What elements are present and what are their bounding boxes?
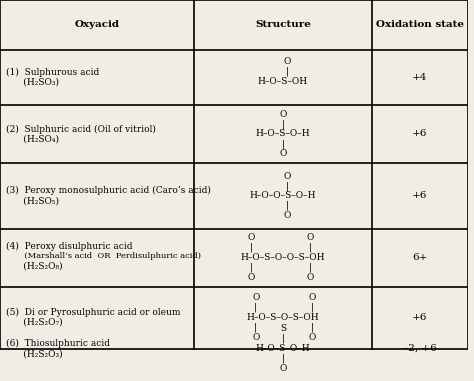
Text: |: | bbox=[309, 263, 311, 272]
Text: H–O–S–O–S–OH: H–O–S–O–S–OH bbox=[246, 313, 319, 322]
Text: –2, +6: –2, +6 bbox=[403, 344, 437, 353]
Text: O: O bbox=[306, 233, 314, 242]
Text: +6: +6 bbox=[412, 191, 428, 200]
Text: |: | bbox=[282, 119, 284, 129]
Text: Oxyacid: Oxyacid bbox=[74, 20, 119, 29]
Text: (H₂SO₃): (H₂SO₃) bbox=[6, 78, 59, 86]
Text: O: O bbox=[284, 57, 292, 66]
Text: 6+: 6+ bbox=[412, 253, 428, 262]
Text: (2)  Sulphuric acid (Oil of vitriol): (2) Sulphuric acid (Oil of vitriol) bbox=[6, 125, 155, 133]
Text: S: S bbox=[280, 324, 286, 333]
Text: |: | bbox=[286, 66, 289, 76]
Text: (H₂SO₄): (H₂SO₄) bbox=[6, 134, 59, 143]
Text: |: | bbox=[250, 243, 253, 252]
Text: (Marshall’s acid  OR  Perdisulphuric acid): (Marshall’s acid OR Perdisulphuric acid) bbox=[6, 253, 201, 260]
Text: O: O bbox=[252, 293, 259, 302]
Text: Oxidation state: Oxidation state bbox=[376, 20, 464, 29]
Text: (5)  Di or Pyrosulphuric acid or oleum: (5) Di or Pyrosulphuric acid or oleum bbox=[6, 308, 180, 317]
Text: (1)  Sulphurous acid: (1) Sulphurous acid bbox=[6, 68, 99, 77]
Text: (H₂SO₅): (H₂SO₅) bbox=[6, 196, 59, 205]
Text: |: | bbox=[250, 263, 253, 272]
Text: (3)  Peroxy monosulphuric acid (Caro’s acid): (3) Peroxy monosulphuric acid (Caro’s ac… bbox=[6, 186, 210, 195]
Text: H–O–S–O–H: H–O–S–O–H bbox=[255, 130, 310, 138]
Text: +4: +4 bbox=[412, 73, 428, 82]
Text: O: O bbox=[279, 110, 287, 118]
Text: O: O bbox=[284, 171, 292, 181]
Text: |: | bbox=[282, 334, 284, 343]
Text: |: | bbox=[286, 181, 289, 190]
Text: O: O bbox=[308, 333, 316, 342]
Text: O: O bbox=[306, 273, 314, 282]
Text: O: O bbox=[247, 273, 255, 282]
Text: |: | bbox=[255, 323, 257, 332]
Text: |: | bbox=[282, 139, 284, 149]
Text: O: O bbox=[308, 293, 316, 302]
Text: (H₂S₂O₈): (H₂S₂O₈) bbox=[6, 261, 62, 271]
Text: +6: +6 bbox=[412, 130, 428, 138]
Text: (H₂S₂O₃): (H₂S₂O₃) bbox=[6, 349, 62, 358]
Text: |: | bbox=[310, 303, 313, 312]
Text: H–O–S–O–O–S–OH: H–O–S–O–O–S–OH bbox=[241, 253, 325, 262]
Text: (4)  Peroxy disulphuric acid: (4) Peroxy disulphuric acid bbox=[6, 242, 132, 251]
Text: O: O bbox=[247, 233, 255, 242]
Text: O: O bbox=[279, 149, 287, 158]
Text: H–O–O–S–O–H: H–O–O–S–O–H bbox=[250, 191, 316, 200]
Text: |: | bbox=[282, 354, 284, 363]
Text: O: O bbox=[279, 364, 287, 373]
Text: O: O bbox=[252, 333, 259, 342]
Text: +6: +6 bbox=[412, 313, 428, 322]
Text: Structure: Structure bbox=[255, 20, 311, 29]
Text: (H₂S₂O₇): (H₂S₂O₇) bbox=[6, 318, 62, 327]
Text: |: | bbox=[286, 201, 289, 210]
Text: |: | bbox=[310, 323, 313, 332]
Text: H–O–S–O–H: H–O–S–O–H bbox=[255, 344, 310, 353]
Text: |: | bbox=[309, 243, 311, 252]
Text: (6)  Thiosulphuric acid: (6) Thiosulphuric acid bbox=[6, 339, 109, 348]
Text: O: O bbox=[284, 211, 292, 220]
Text: H–O–S–OH: H–O–S–OH bbox=[258, 77, 308, 86]
Text: |: | bbox=[255, 303, 257, 312]
